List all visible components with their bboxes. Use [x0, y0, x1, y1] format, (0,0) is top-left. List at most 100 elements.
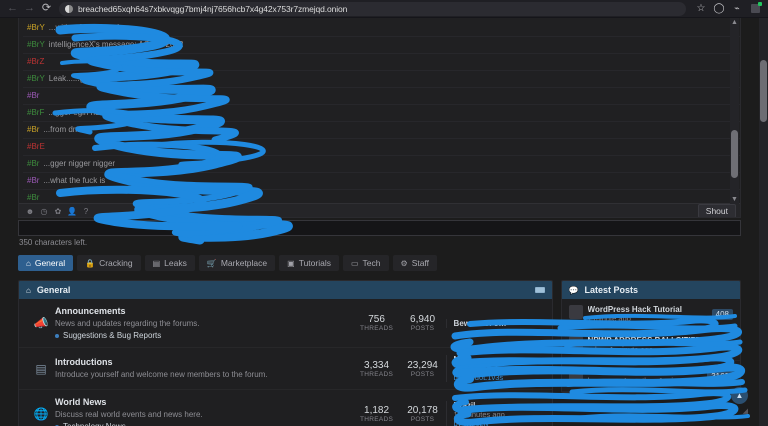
last-post: New 32 minutes ago by Fr0d0L1v3s: [445, 355, 544, 382]
latest-post-title[interactable]: WordPress Hack Tutorial: [587, 305, 682, 314]
reload-button[interactable]: ⟳: [38, 1, 55, 16]
gear-icon: ⚙: [400, 258, 408, 268]
threads-stat: 756 THREADS: [354, 314, 400, 332]
latest-post-item[interactable]: …rent by cnqyu - Less than 1 minute ago 31…: [561, 361, 740, 392]
forum-title[interactable]: Announcements: [55, 306, 126, 316]
shield-icon: ◯: [713, 3, 725, 14]
forum-title[interactable]: Introductions: [55, 357, 113, 367]
posts-label: POSTS: [410, 325, 435, 332]
latest-post-meta: by cnqyu - Less than 1 minute ago: [587, 376, 703, 385]
resize-handle-icon[interactable]: ◢: [742, 408, 748, 415]
nav-tab-label: Leaks: [164, 258, 187, 268]
shout-message: #Br: [23, 190, 740, 203]
posts-label: POSTS: [410, 370, 435, 378]
last-post-time: 18 minutes ago: [453, 409, 505, 419]
shout-text: ...gger egirl nudes: [48, 108, 113, 117]
sidebar-column: 💬 Latest Posts WordPress Hack Tutorial 1 …: [560, 280, 741, 426]
latest-post-item[interactable]: WordPress Hack Tutorial 1 minute ago 408: [561, 299, 740, 330]
gear-icon[interactable]: ✿: [54, 206, 62, 216]
shout-username[interactable]: #Br: [27, 159, 40, 168]
shout-username[interactable]: #BrF: [27, 108, 45, 117]
scrollbar-thumb[interactable]: [731, 130, 738, 178]
nav-tab-label: Cracking: [99, 258, 133, 268]
page-scrollbar[interactable]: [759, 18, 768, 426]
threads-label: THREADS: [359, 325, 394, 332]
posts-count: 23,294: [407, 359, 438, 371]
shout-username[interactable]: #BrY: [27, 40, 45, 49]
shout-input[interactable]: [18, 220, 741, 236]
bookmark-button[interactable]: ☆: [692, 1, 710, 16]
new-identity-button[interactable]: ⌁: [728, 1, 746, 16]
collapse-icon[interactable]: [534, 287, 545, 293]
last-post-title[interactable]: Beware of s…: [453, 318, 507, 328]
scroll-to-top-button[interactable]: ▲: [731, 387, 748, 404]
megaphone-icon: 📣: [33, 316, 49, 330]
shout-username[interactable]: #Br: [27, 176, 40, 185]
avatar: [568, 305, 583, 319]
shout-username[interactable]: #BrE: [27, 142, 45, 151]
subforum-label: Suggestions & Bug Reports: [63, 331, 162, 340]
back-button[interactable]: ←: [4, 1, 21, 16]
shout-username[interactable]: #BrY: [27, 74, 45, 83]
nav-tab-leaks[interactable]: ▤ Leaks: [144, 255, 195, 271]
shout-text: ...what the fuck is: [43, 176, 106, 185]
forward-button[interactable]: →: [21, 1, 38, 16]
latest-post-title[interactable]: …rent: [587, 367, 611, 376]
nav-tab-staff[interactable]: ⚙ Staff: [392, 255, 438, 271]
tor-circuit-icon[interactable]: [65, 4, 73, 13]
nav-tab-cracking[interactable]: 🔒 Cracking: [77, 255, 141, 271]
forum-title[interactable]: World News: [55, 397, 107, 407]
address-bar[interactable]: breached65xqh64s7xbkvqgg7bmj4nj7656hcb7x…: [59, 1, 686, 16]
forum-row[interactable]: 🌐 World News Discuss real world events and…: [19, 390, 552, 426]
shout-message: #Br ...what the fuck is: [23, 173, 740, 190]
forward-icon: →: [24, 2, 35, 14]
last-post-user[interactable]: by Fr0d0L1v3s: [453, 373, 504, 382]
shout-message: #BrY ...with a 0wn3d pack: [23, 20, 740, 37]
nav-tab-marketplace[interactable]: 🛒 Marketplace: [198, 255, 276, 271]
last-post-title[interactable]: New: [453, 355, 470, 364]
latest-post-title[interactable]: NPWP ADDRESS BALI CITIZEN: [587, 336, 707, 345]
page-scrollbar-thumb[interactable]: [760, 60, 767, 122]
scroll-down-icon[interactable]: ▼: [731, 196, 738, 203]
profile-button[interactable]: [746, 1, 764, 16]
scroll-up-icon[interactable]: ▲: [731, 19, 738, 26]
forum-row[interactable]: ▤ Introductions Introduce yourself and wel…: [19, 348, 552, 390]
threads-label: THREADS: [359, 416, 394, 423]
shield-button[interactable]: ◯: [710, 1, 728, 16]
shout-username[interactable]: #BrY: [27, 23, 45, 32]
latest-post-item[interactable]: NPWP ADDRESS BALI CITIZEN …han 1 minute a…: [561, 330, 740, 361]
forum-description: Discuss real world events and news here.: [55, 410, 203, 419]
nav-tab-general[interactable]: ⌂ General: [18, 255, 74, 271]
last-post-title[interactable]: Brazil…: [453, 400, 484, 410]
browser-toolbar: ← → ⟳ breached65xqh64s7xbkvqgg7bmj4nj765…: [0, 0, 768, 18]
nav-tab-tutorials[interactable]: ▣ Tutorials: [279, 255, 339, 271]
nav-tab-tech[interactable]: ▭ Tech: [342, 255, 389, 271]
posts-stat: 6,940 POSTS: [400, 314, 446, 332]
posts-label: POSTS: [410, 416, 435, 423]
shout-message: #Br: [23, 88, 740, 105]
shout-username[interactable]: #Br: [27, 193, 40, 202]
shout-message: #BrY Leak......girl nudes: [23, 71, 740, 88]
shout-message: #BrZ: [23, 54, 740, 71]
book-icon: ▣: [287, 258, 295, 268]
shout-username[interactable]: #Br: [27, 125, 40, 134]
forum-row[interactable]: 📣 Announcements News and updates regarding…: [19, 299, 552, 348]
last-post-user[interactable]: by warc2ly: [453, 418, 489, 426]
forum-subforum[interactable]: Suggestions & Bug Reports: [55, 331, 348, 340]
shout-message-list[interactable]: #BrY ...with a 0wn3d pack #BrY intelligence…: [19, 18, 740, 203]
cart-icon: 🛒: [206, 258, 217, 268]
latest-posts-panel: 💬 Latest Posts WordPress Hack Tutorial 1 …: [560, 280, 741, 393]
shoutbox-scrollbar[interactable]: ▲ ▼: [730, 18, 739, 204]
help-icon[interactable]: ?: [83, 206, 89, 216]
shout-username[interactable]: #BrZ: [27, 57, 45, 66]
shout-button[interactable]: Shout: [697, 204, 736, 217]
emoji-icon[interactable]: ☻: [25, 206, 35, 216]
shout-text: ...with a 0wn3d pack: [48, 23, 122, 32]
clock-icon[interactable]: ◷: [40, 206, 48, 216]
forum-nav-tabs: ⌂ General 🔒 Cracking ▤ Leaks 🛒 Marketplace ▣ Tuto…: [18, 255, 741, 271]
shout-username[interactable]: #Br: [27, 91, 40, 100]
threads-label: THREADS: [359, 370, 394, 378]
forum-subforum[interactable]: Technology News: [55, 422, 348, 426]
add-user-icon[interactable]: 👤: [67, 206, 77, 216]
page-viewport: #BrY ...with a 0wn3d pack #BrY intelligence…: [0, 18, 768, 426]
